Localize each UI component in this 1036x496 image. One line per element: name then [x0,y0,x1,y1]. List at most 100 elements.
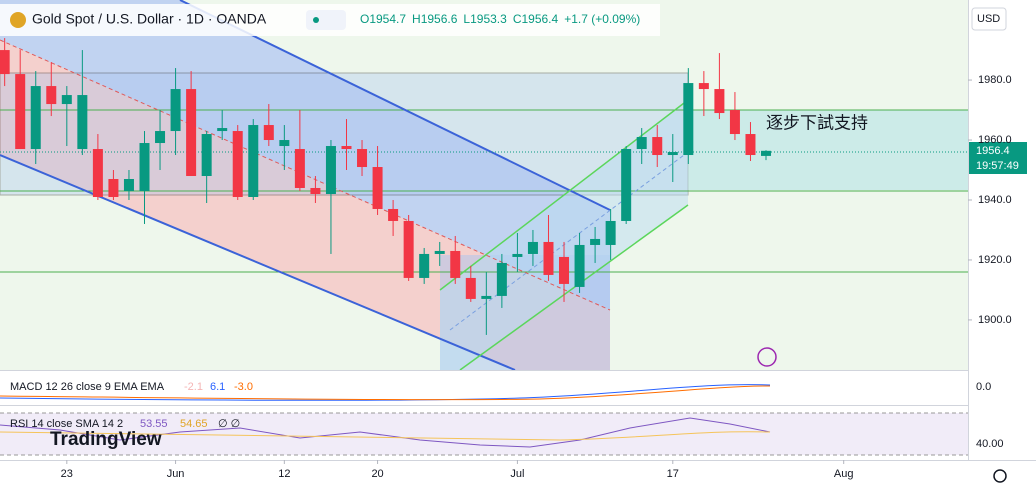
candle-body [403,220,414,278]
candle-body [667,152,678,156]
settings-icon[interactable] [993,469,1007,483]
rsi-sma [0,431,771,441]
candle-body [186,89,197,177]
status-badge[interactable] [306,10,346,30]
rsi-label: RSI 14 close SMA 14 2 [10,418,123,430]
channel-line [0,154,516,371]
brand: TradingView [50,429,162,450]
candle-body [372,167,383,209]
candle-body [170,89,181,132]
candle-body [636,137,647,150]
ohlc-value: L1953.3 [463,12,507,26]
event-icon[interactable] [757,347,777,367]
ohlc-legend: O1954.7 H1956.6 L1953.3 C1956.4 +1.7 (+0.09%… [360,12,640,26]
candle-body [248,125,259,197]
candle-body [108,179,119,197]
candle-body [155,131,166,144]
x-tick-label: Jun [167,468,185,480]
status-dot [313,17,319,23]
y-tick-label: 1920.0 [978,254,1012,266]
ohlc-value: C1956.4 [513,12,559,26]
title: Gold Spot / U.S. Dollar · 1D · OANDA [32,11,267,27]
candle-body [761,150,772,156]
x-tick-label: 20 [371,468,383,480]
candle-body [325,146,336,194]
price-badge [969,142,1027,174]
candle-body [357,149,368,168]
candle-body [15,74,26,150]
macd-value: -2.1 [184,381,203,393]
candle-body [465,277,476,299]
macd-axis-label: 0.0 [976,381,991,393]
price-axis [968,0,1036,496]
candle-body [388,208,399,221]
blue-channel [0,0,610,310]
candle-body [652,137,663,156]
ohlc-value: H1956.6 [412,12,458,26]
y-tick-label: 1940.0 [978,194,1012,206]
mid-line [449,151,689,331]
candle-body [590,238,601,245]
signal-line [0,385,771,401]
candle-body [512,253,523,257]
candle-body [123,179,134,191]
candle-body [201,134,212,177]
candle-body [714,89,725,114]
x-tick-label: 17 [667,468,679,480]
candle-body [434,250,445,254]
last-price: 1956.4 [976,145,1010,157]
channel-line [439,99,689,291]
candle-body [698,83,709,90]
candle-body [30,86,41,150]
candle-body [745,134,756,156]
candle-body [683,83,694,156]
candle-body [77,95,88,150]
x-tick-label: Jul [510,468,524,480]
candle-body [92,149,103,197]
channel-line [459,204,689,371]
countdown: 19:57:49 [976,160,1019,172]
candle-body [559,256,570,284]
candle-body [279,140,290,147]
ohlc-value: O1954.7 [360,12,406,26]
rsi-axis-label: 40.00 [976,438,1004,450]
candle-body [294,149,305,188]
x-tick-label: 12 [278,468,290,480]
candle-body [605,220,616,245]
y-tick-label: 1960.0 [978,134,1012,146]
candle-body [341,146,352,150]
range-box [0,72,689,196]
x-tick-label: Aug [834,468,854,480]
y-tick-label: 1900.0 [978,314,1012,326]
candle-body [0,50,10,75]
candle-body [419,253,430,278]
candle-body [263,125,274,141]
candle-body [729,110,740,135]
candle-body [527,241,538,254]
x-tick-label: 23 [61,468,73,480]
candle-body [574,244,585,287]
candle-body [232,131,243,197]
candle-body [61,95,72,105]
symbol-icon [10,12,26,28]
ohlc-value: +1.7 (+0.09%) [564,12,640,26]
macd-value: 6.1 [210,381,225,393]
candle-body [621,149,632,221]
rsi-line [0,417,771,448]
candle-body [310,187,321,194]
annotation: 逐步下試支持 [766,113,868,132]
candle-body [496,262,507,296]
rsi-value: ∅ ∅ [218,418,240,430]
macd-label: MACD 12 26 close 9 EMA EMA [10,381,165,393]
macd-value: -3.0 [234,381,253,393]
rsi-value: 53.55 [140,418,168,430]
currency: USD [977,13,1000,25]
y-tick-label: 1980.0 [978,74,1012,86]
mid-line [0,39,611,311]
candle-body [46,86,57,105]
rsi-value: 54.65 [180,418,208,430]
candle-body [450,250,461,278]
currency-button[interactable] [971,7,1007,31]
candle-body [139,143,150,191]
